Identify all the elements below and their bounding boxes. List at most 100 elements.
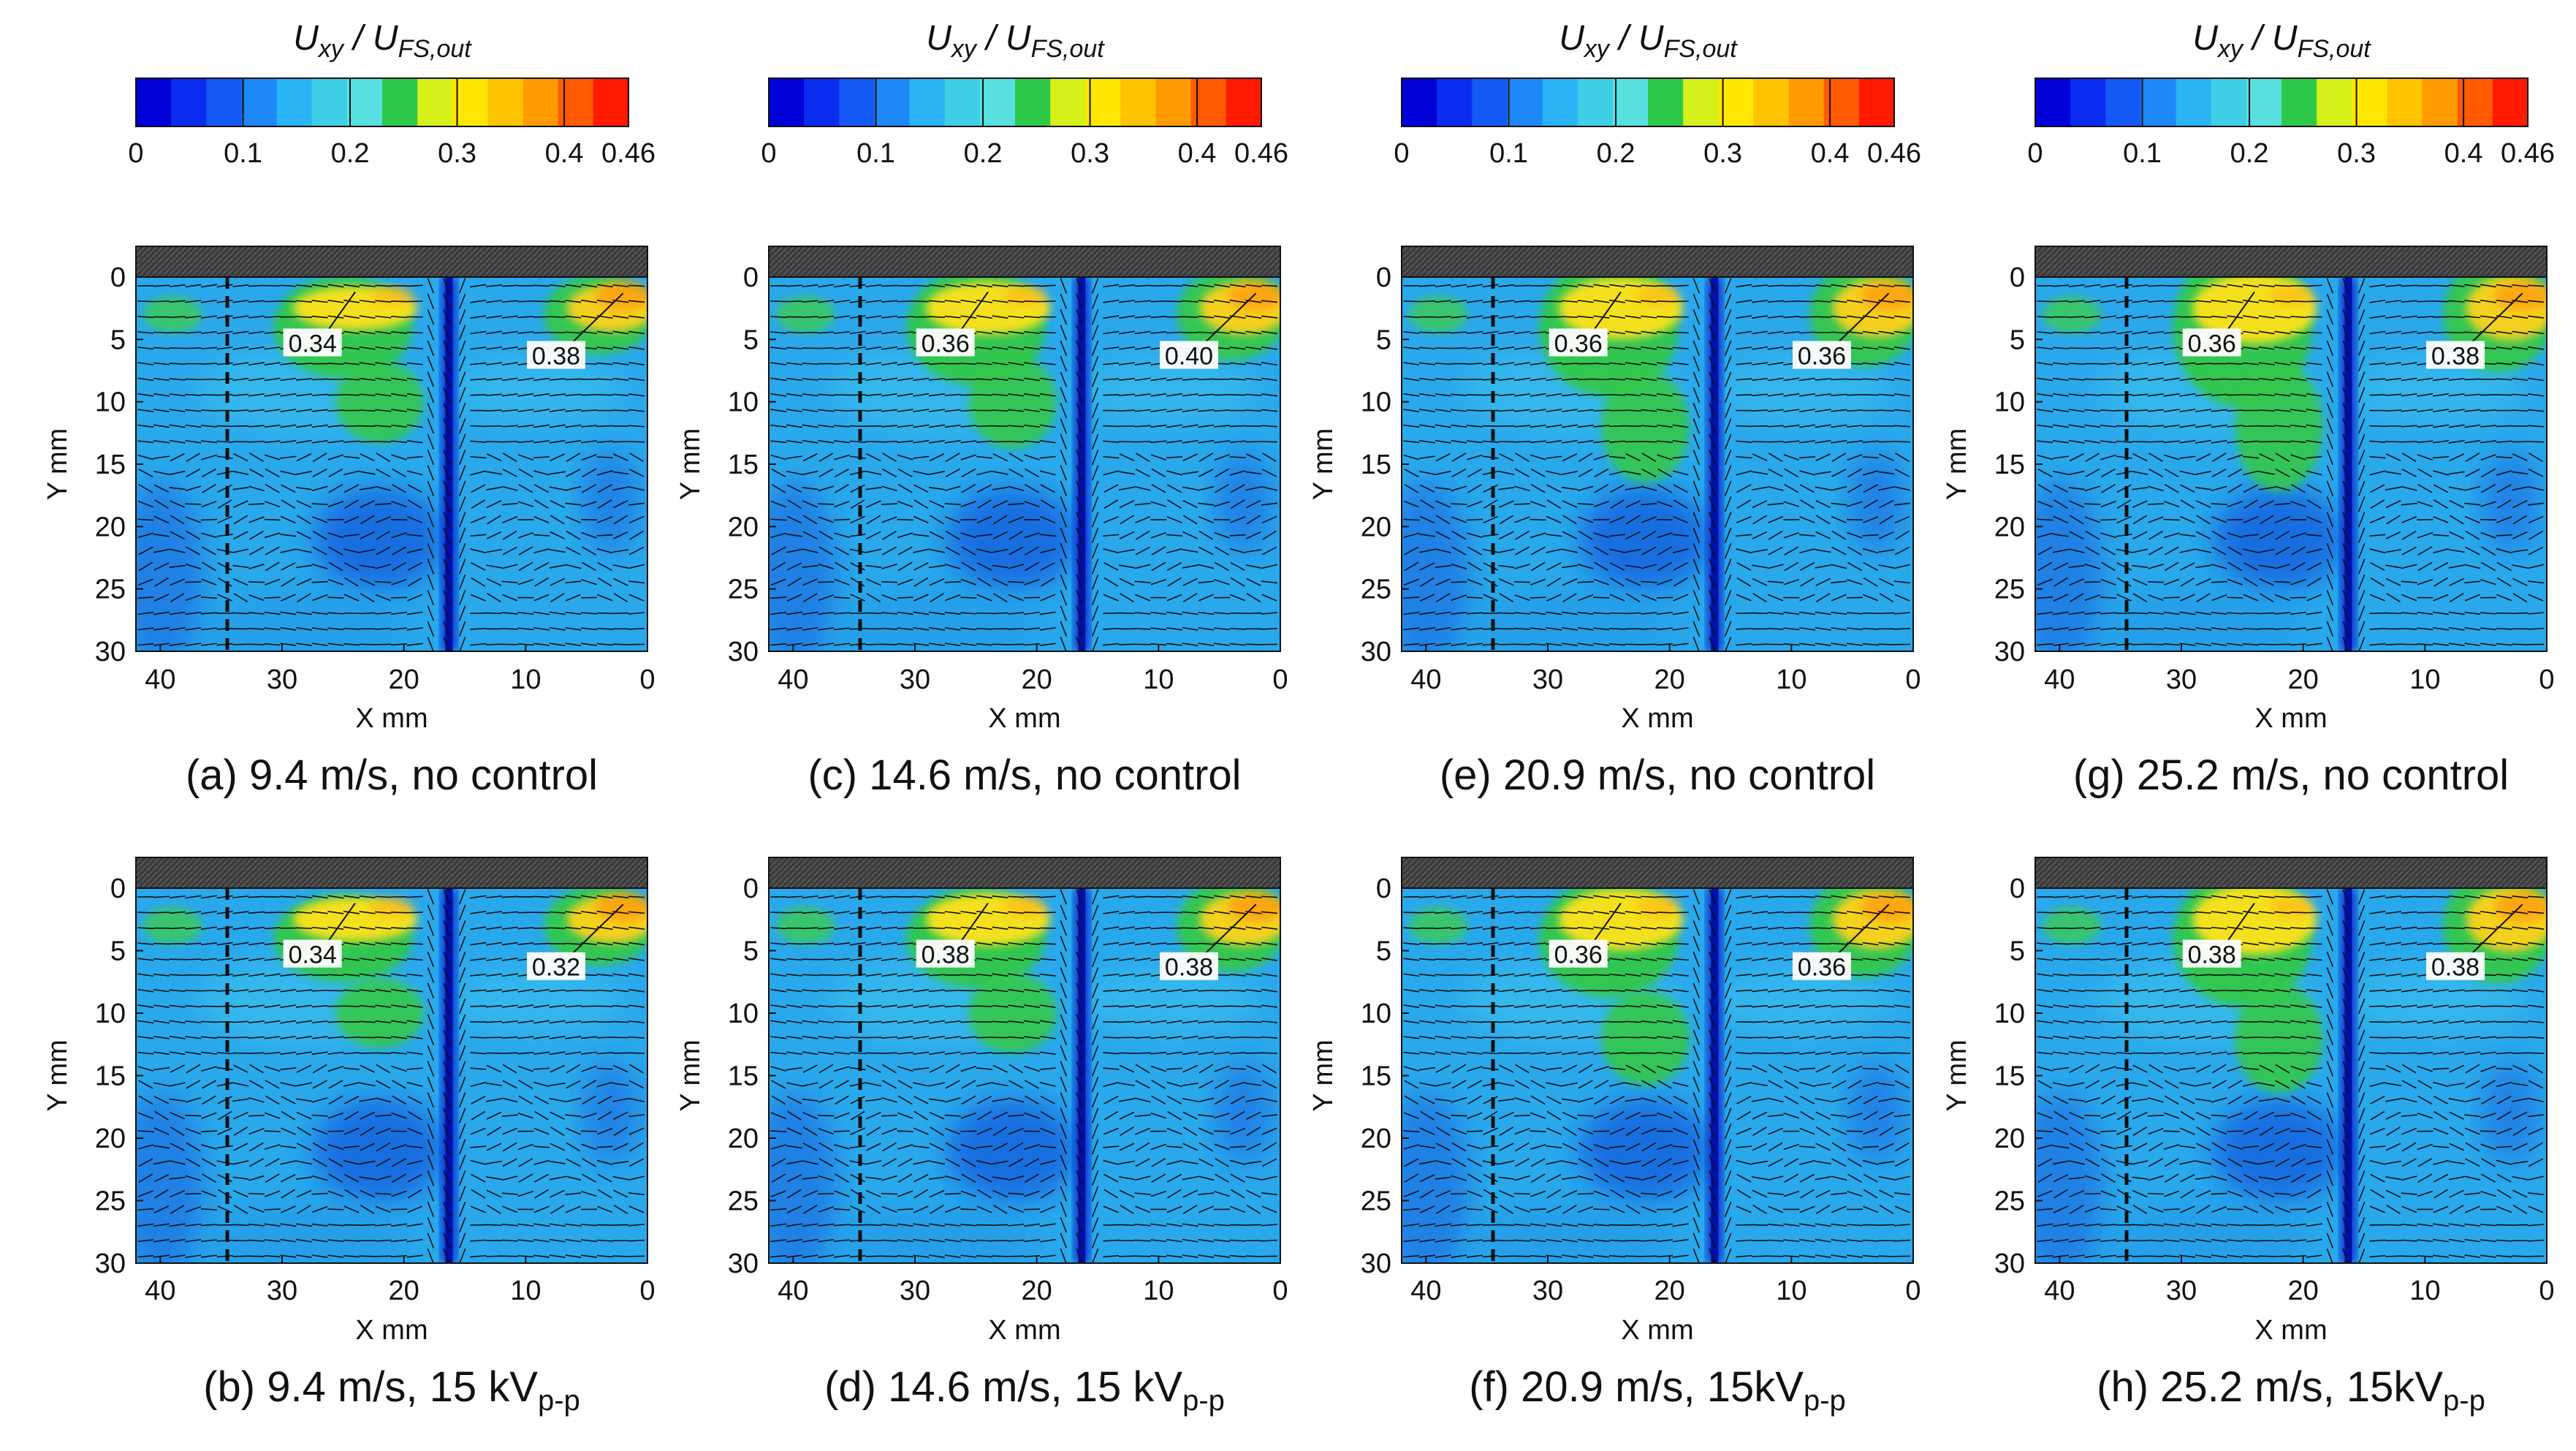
vector-arrow [2179,626,2196,631]
vector-arrow [2242,362,2260,365]
vector-arrow [960,363,977,365]
colorbar-tick-label: 0.46 [1234,138,1288,169]
vector-arrow [2342,465,2349,481]
vector-arrow [1641,362,1657,366]
vector-arrow [1076,309,1083,325]
vector-arrow [443,1139,450,1155]
vector-arrow [1403,532,1420,538]
vector-arrow [458,1107,466,1124]
vector-arrow [1229,470,1246,476]
vector-arrow [1530,561,1546,572]
colorbar-title-main: U [373,19,398,58]
vector-arrow [834,299,850,303]
vector-arrow [392,561,406,572]
vector-arrow [1150,531,1167,539]
vector-arrow [1039,1035,1056,1039]
vector-arrow [533,470,550,476]
vector-arrow [2448,424,2465,428]
vector-arrow [391,1190,407,1197]
vector-arrow [2227,546,2243,556]
vector-arrow [550,1189,565,1198]
vector-arrow [2147,425,2165,428]
vector-arrow [343,440,360,443]
x-tick-label: 40 [2044,664,2075,695]
vector-arrow [1076,621,1083,637]
vector-arrow [1561,378,1578,381]
vector-arrow [2068,409,2085,412]
vector-arrow [458,967,466,983]
vector-arrow [2243,594,2259,602]
vector-arrow [1118,393,1136,397]
vector-arrow [2496,470,2512,476]
vector-arrow [2179,470,2196,476]
vector-arrow [786,1035,802,1039]
vector-arrow [392,546,406,556]
vector-arrow [153,1082,170,1087]
vector-arrow [169,564,186,568]
vector-arrow [1060,1014,1068,1030]
vector-arrow [1863,516,1879,523]
vector-arrow [2179,534,2196,537]
vector-arrow [865,926,882,931]
vector-arrow [264,454,281,461]
vector-arrow [1673,515,1689,523]
vector-arrow [2369,548,2386,554]
vector-arrow [1229,346,1246,350]
vector-arrow [2357,621,2366,637]
vector-arrow [311,564,328,569]
vector-arrow [1530,424,1546,428]
vector-arrow [818,347,835,349]
vector-arrow [1641,643,1657,645]
vector-arrow [1451,611,1467,615]
vector-arrow [565,564,582,569]
vector-arrow [1530,346,1546,350]
vector-arrow [2326,293,2334,309]
vector-arrow [818,1004,835,1008]
vector-arrow [549,1254,566,1258]
vector-arrow [1846,440,1863,444]
vector-arrow [1846,612,1863,615]
vector-arrow [2306,643,2322,646]
vector-arrow [391,1143,407,1151]
vector-arrow [2342,340,2349,356]
vector-arrow [1151,546,1166,556]
vector-arrow [1798,643,1816,646]
vector-arrow [264,643,281,646]
vector-arrow [1134,926,1151,930]
vector-arrow [1229,534,1246,537]
vector-arrow [1656,316,1673,319]
vector-arrow [375,393,392,397]
vector-arrow [2342,325,2349,341]
vector-arrow [343,1254,360,1258]
vector-arrow [1103,1205,1119,1213]
vector-arrow [1546,284,1562,287]
vector-arrow [2385,284,2402,287]
vector-arrow [1091,433,1099,450]
vector-arrow [2512,346,2528,350]
vector-arrow [786,533,802,537]
vector-arrow [2243,315,2259,319]
vector-arrow [1134,1020,1151,1023]
vector-arrow [612,1097,629,1102]
vector-arrow [930,1126,944,1137]
vector-arrow [960,974,977,977]
x-tick-label: 0 [2539,664,2554,695]
vector-arrow [458,293,466,309]
vector-arrow [518,1080,533,1089]
vector-arrow [2464,439,2481,444]
vector-arrow [833,926,851,930]
vector-arrow [2068,363,2085,365]
vector-arrow [1736,378,1752,381]
vector-arrow [2052,455,2070,459]
y-tick-label: 30 [95,1249,126,1279]
vector-arrow [2512,393,2528,396]
vector-arrow [1831,424,1847,428]
vector-arrow [2306,300,2322,303]
vector-arrow [1498,300,1515,303]
vector-arrow [406,1082,423,1087]
vector-arrow [2401,315,2417,319]
vector-arrow [1530,440,1546,444]
vector-arrow [153,377,170,382]
vector-arrow [2100,425,2117,428]
vector-arrow [327,1239,344,1243]
